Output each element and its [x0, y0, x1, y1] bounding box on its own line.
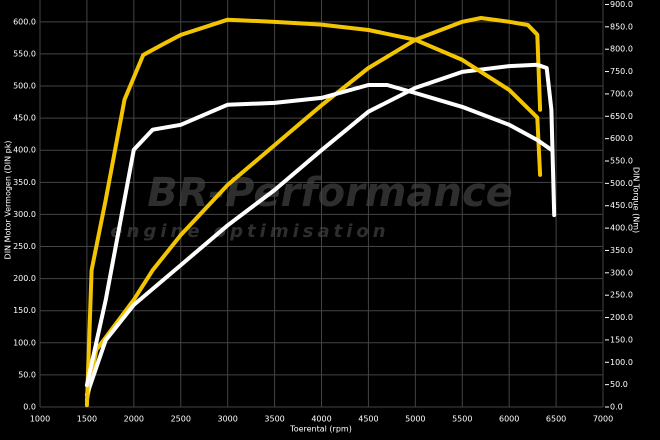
x-tick-label: 1500 [77, 415, 97, 424]
x-tick-label: 2000 [124, 415, 144, 424]
y-tick-label: 400.0 [13, 146, 36, 155]
y2-tick-label: 650.0 [610, 112, 633, 121]
y2-tick-label: 100.0 [610, 358, 633, 367]
y2-tick-label: 550.0 [610, 157, 633, 166]
y2-tick-label: 900.0 [610, 0, 633, 9]
x-tick-label: 5500 [452, 415, 472, 424]
y2-tick-label: 500.0 [610, 179, 633, 188]
x-tick-label: 3500 [264, 415, 284, 424]
y2-tick-label: 600.0 [610, 134, 633, 143]
y2-tick-label: 750.0 [610, 67, 633, 76]
x-axis-label: Toerental (rpm) [289, 425, 352, 434]
x-tick-label: 3000 [217, 415, 237, 424]
x-tick-label: 4000 [311, 415, 331, 424]
y-tick-label: 300.0 [13, 210, 36, 219]
x-tick-label: 6500 [546, 415, 566, 424]
y-tick-label: 500.0 [13, 82, 36, 91]
y2-tick-label: 0.0 [610, 403, 623, 412]
y2-tick-label: 350.0 [610, 246, 633, 255]
line-series [84, 83, 554, 388]
x-tick-label: 6000 [499, 415, 519, 424]
line-series [84, 16, 543, 402]
y-tick-label: 450.0 [13, 114, 36, 123]
y2-axis-label: DIN Torque (Nm) [632, 167, 641, 233]
y2-tick-label: 50.0 [610, 380, 628, 389]
x-tick-label: 1000 [30, 415, 50, 424]
line-series [84, 62, 557, 397]
y-tick-label: 50.0 [18, 370, 36, 379]
y2-tick-label: 800.0 [610, 45, 633, 54]
y-tick-label: 100.0 [13, 338, 36, 347]
watermark-subtitle: engine optimisation [110, 221, 389, 242]
y2-tick-label: 850.0 [610, 22, 633, 31]
y-tick-label: 350.0 [13, 178, 36, 187]
y-tick-label: 550.0 [13, 49, 36, 58]
y2-tick-label: 450.0 [610, 201, 633, 210]
y-tick-label: 600.0 [13, 17, 36, 26]
y-axis-label: DIN Motor Vermogen (DIN pk) [4, 141, 13, 260]
y-tick-label: 150.0 [13, 306, 36, 315]
x-tick-label: 4500 [358, 415, 378, 424]
y2-tick-label: 150.0 [610, 335, 633, 344]
y2-tick-label: 200.0 [610, 313, 633, 322]
x-tick-label: 2500 [171, 415, 191, 424]
y2-tick-label: 300.0 [610, 268, 633, 277]
y-tick-label: 0.0 [23, 403, 36, 412]
x-tick-label: 7000 [593, 415, 613, 424]
y2-tick-label: 700.0 [610, 89, 633, 98]
watermark-title: BR-Performance [147, 170, 513, 216]
y2-tick-label: 250.0 [610, 291, 633, 300]
y2-tick-label: 400.0 [610, 224, 633, 233]
x-tick-label: 5000 [405, 415, 425, 424]
line-series [84, 17, 543, 408]
y-tick-label: 250.0 [13, 242, 36, 251]
y-tick-label: 200.0 [13, 274, 36, 283]
